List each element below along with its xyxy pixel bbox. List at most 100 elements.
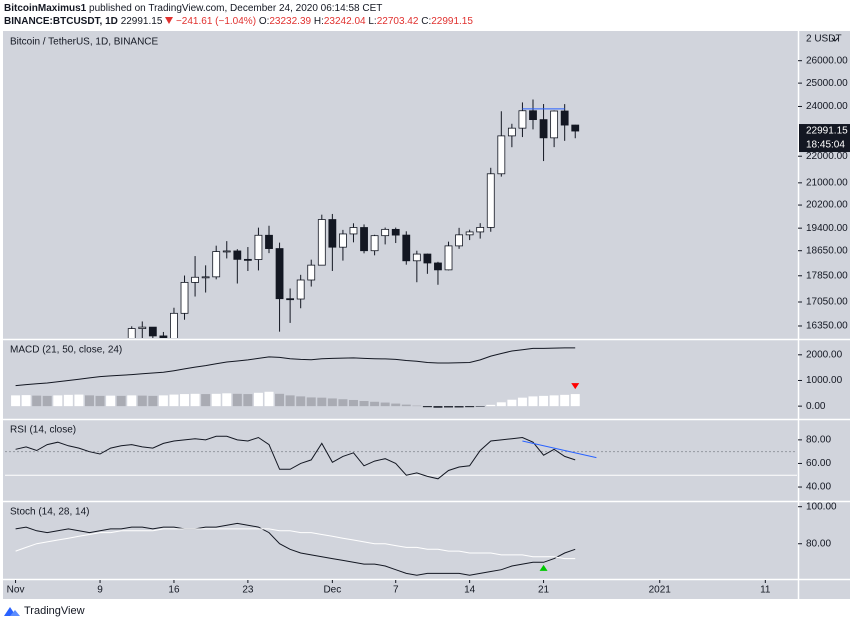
- x-tick-label: 23: [242, 585, 254, 596]
- candle-body: [275, 248, 284, 300]
- histogram-bar: [444, 406, 454, 408]
- histogram-bar: [412, 405, 422, 407]
- candle-body: [170, 312, 178, 338]
- histogram-bar: [169, 394, 179, 407]
- histogram-bar: [232, 393, 242, 407]
- candle-body: [201, 276, 210, 279]
- histogram-bar: [370, 401, 380, 407]
- histogram-bar: [243, 394, 253, 407]
- candle-body: [360, 227, 368, 252]
- histogram-bar: [74, 394, 84, 407]
- histogram-bar: [528, 396, 538, 407]
- ohlc-value: 23232.39: [269, 16, 312, 27]
- scale-label: 2 USDT: [806, 34, 842, 45]
- y-tick-label: 17050.00: [806, 297, 848, 308]
- candle-body: [328, 219, 337, 248]
- histogram-bar: [53, 395, 63, 407]
- candle-body: [434, 262, 442, 271]
- histogram-bar: [32, 395, 42, 407]
- histogram-bar: [391, 403, 401, 407]
- last-price-label: 22991.15: [806, 126, 848, 137]
- series-line: [15, 528, 576, 560]
- histogram-bar: [148, 395, 158, 407]
- y-tick-label: 18650.00: [806, 245, 848, 256]
- histogram-bar: [21, 395, 31, 407]
- candle-body: [486, 173, 495, 228]
- histogram-bar: [158, 395, 168, 407]
- change: −241.61 (−1.04%): [175, 16, 257, 27]
- histogram-bar: [306, 397, 316, 407]
- histogram-bar: [465, 406, 475, 408]
- candle-body: [560, 110, 569, 126]
- panel-title: Stoch (14, 28, 14): [10, 507, 90, 518]
- panel: [5, 435, 797, 480]
- series-line: [15, 435, 576, 480]
- y-tick-label: 24000.00: [806, 101, 848, 112]
- candle-body: [307, 264, 316, 281]
- ohlc-label: O:: [258, 16, 270, 27]
- candle-body: [243, 258, 252, 261]
- y-tick-label: 19400.00: [806, 223, 848, 234]
- histogram-bar: [95, 395, 105, 407]
- candle-body: [476, 226, 485, 233]
- candle-body: [265, 234, 273, 249]
- histogram-bar: [433, 406, 443, 408]
- y-tick-label: 20200.00: [806, 200, 848, 211]
- candle-body: [550, 110, 559, 139]
- y-tick-label: 0.00: [806, 401, 826, 412]
- histogram-bar: [317, 397, 327, 407]
- panel-title: RSI (14, close): [10, 425, 76, 436]
- ohlc-value: 22703.42: [376, 16, 419, 27]
- histogram-bar: [475, 406, 485, 407]
- ohlc: O:23232.39 H:23242.04 L:22703.42 C:22991…: [259, 16, 473, 27]
- scale-chevron: [831, 37, 839, 42]
- countdown: 18:45:04: [806, 140, 845, 151]
- footer-logo: [4, 607, 20, 616]
- y-tick-label: 22000.00: [806, 151, 848, 162]
- x-tick-label: 16: [168, 585, 180, 596]
- panel: [127, 99, 580, 338]
- author: BitcoinMaximus1: [4, 3, 87, 14]
- histogram-bar: [253, 392, 263, 407]
- candle-body: [444, 245, 453, 271]
- y-tick-label: 25000.00: [806, 78, 848, 89]
- footer-brand: TradingView: [24, 605, 85, 617]
- histogram-bar: [539, 395, 549, 407]
- symbol: BINANCE:BTCUSDT, 1D: [4, 16, 118, 27]
- y-tick-label: 100.00: [806, 501, 837, 512]
- last: 22991.15: [120, 16, 163, 27]
- histogram-bar: [275, 393, 285, 407]
- histogram-bar: [359, 401, 369, 407]
- panel-title: MACD (21, 50, close, 24): [10, 345, 122, 356]
- candle-body: [254, 234, 263, 260]
- y-tick-label: 40.00: [806, 482, 831, 493]
- x-tick-label: 7: [393, 585, 399, 596]
- candle-body: [317, 219, 326, 266]
- down-arrow: [165, 17, 174, 24]
- histogram-bar: [211, 393, 221, 407]
- candle-body: [159, 335, 168, 338]
- separators: [3, 31, 850, 599]
- x-tick-label: 11: [760, 585, 771, 596]
- histogram-bar: [201, 394, 211, 407]
- signal-marker: [571, 383, 580, 390]
- candle-body: [339, 233, 347, 248]
- histogram-bar: [42, 395, 52, 407]
- ohlc-label: C:: [421, 16, 432, 27]
- candle-body: [412, 253, 421, 262]
- histogram-bar: [222, 393, 232, 407]
- y-tick-label: 16350.00: [806, 321, 848, 332]
- candle-body: [180, 281, 189, 314]
- histogram-bar: [296, 396, 306, 407]
- histogram-bar: [496, 402, 506, 407]
- candle-body: [391, 228, 400, 236]
- candle-body: [296, 279, 305, 300]
- x-tick-label: Dec: [323, 585, 341, 596]
- histogram-bar: [327, 398, 337, 407]
- histogram-bar: [380, 402, 390, 407]
- candle-body: [233, 250, 242, 260]
- series-line: [15, 347, 576, 387]
- histogram-bar: [486, 404, 496, 407]
- candle-body: [370, 235, 379, 252]
